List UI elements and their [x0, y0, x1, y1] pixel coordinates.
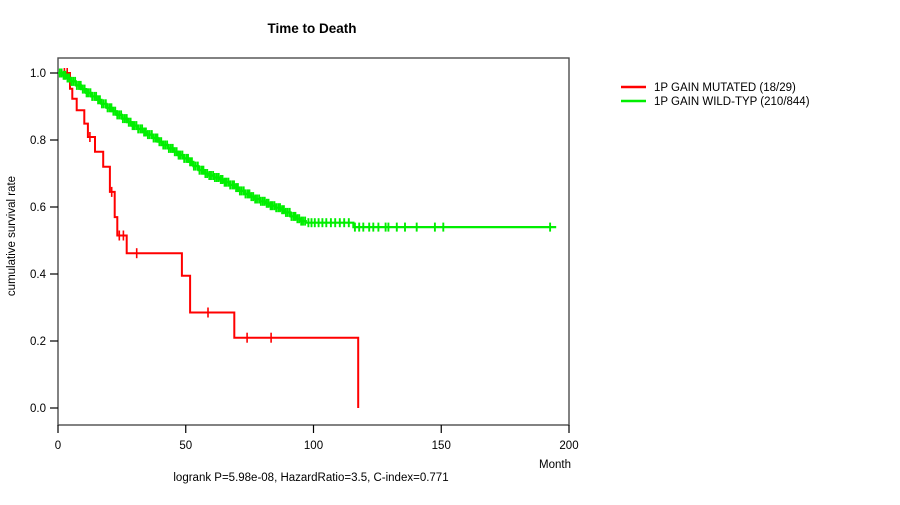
x-tick-label: 0 [55, 440, 61, 452]
x-tick-label: 200 [559, 440, 578, 452]
y-tick-label: 0.0 [30, 403, 46, 415]
x-axis-labels: 0 50 100 150 200 [55, 440, 579, 452]
y-tick-label: 0.2 [30, 336, 46, 348]
y-axis-labels: 1.0 0.8 0.6 0.4 0.2 0.0 [30, 68, 47, 415]
x-tick-label: 50 [179, 440, 192, 452]
x-axis-title: Month [539, 459, 571, 471]
y-axis-title: cumulative survival rate [6, 176, 18, 296]
legend: 1P GAIN MUTATED (18/29) 1P GAIN WILD-TYP… [621, 82, 810, 108]
x-axis [57, 425, 570, 433]
y-tick-label: 0.8 [30, 135, 46, 147]
legend-label-mutated: 1P GAIN MUTATED (18/29) [654, 82, 796, 94]
plot-border [57, 57, 570, 426]
legend-label-wildtype: 1P GAIN WILD-TYP (210/844) [654, 96, 810, 108]
km-curve-wildtype [58, 71, 557, 229]
y-axis [50, 72, 58, 409]
x-tick-label: 100 [304, 440, 323, 452]
y-tick-label: 0.4 [30, 269, 47, 281]
stats-annotation: logrank P=5.98e-08, HazardRatio=3.5, C-i… [173, 472, 448, 484]
survival-curves [58, 68, 557, 408]
y-tick-label: 0.6 [30, 202, 46, 214]
page-title: Time to Death [267, 21, 356, 36]
y-tick-label: 1.0 [30, 68, 46, 80]
km-curve-mutated [58, 72, 360, 408]
x-tick-label: 150 [432, 440, 451, 452]
